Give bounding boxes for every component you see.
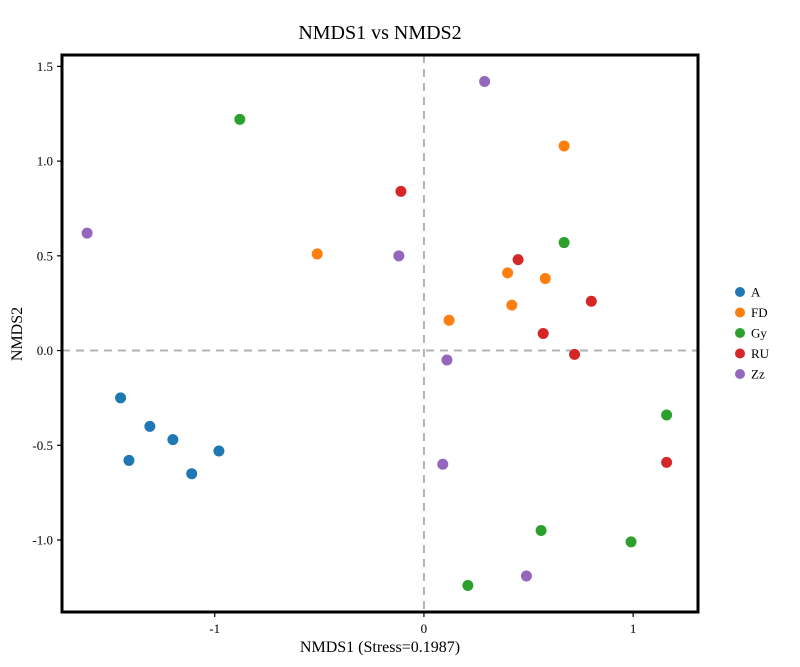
data-point-gy: [462, 579, 474, 591]
plot-frame: [60, 53, 700, 614]
data-point-a: [186, 468, 198, 480]
y-tick-label: -0.5: [32, 438, 53, 453]
x-tick-label: 1: [630, 621, 637, 636]
data-point-fd: [558, 140, 570, 152]
legend-label-fd: FD: [751, 305, 768, 320]
legend-marker-fd: [735, 307, 745, 318]
data-point-zz: [520, 570, 532, 582]
legend-marker-zz: [735, 369, 745, 379]
data-point-ru: [585, 295, 597, 307]
data-point-zz: [441, 354, 453, 366]
y-tick-label: 1.0: [37, 154, 53, 169]
x-tick-label: -1: [209, 621, 220, 636]
data-point-gy: [535, 525, 547, 537]
data-point-zz: [81, 227, 93, 239]
data-point-a: [144, 420, 156, 432]
data-point-fd: [506, 299, 518, 311]
x-axis-title: NMDS1 (Stress=0.1987): [300, 639, 460, 656]
data-point-zz: [437, 458, 449, 470]
data-point-zz: [393, 250, 405, 262]
data-point-fd: [311, 248, 323, 260]
data-point-ru: [569, 348, 581, 360]
scatter-points: [81, 76, 673, 591]
y-tick-label: 1.5: [37, 59, 53, 74]
data-point-a: [167, 434, 179, 446]
y-tick-label: 0.0: [37, 343, 53, 358]
data-point-fd: [502, 267, 514, 279]
legend-label-zz: Zz: [751, 367, 765, 382]
y-tick-label: 0.5: [37, 248, 53, 263]
y-tick-label: -1.0: [32, 533, 53, 548]
legend-marker-a: [735, 287, 745, 297]
legend-marker-ru: [735, 348, 745, 359]
data-point-gy: [558, 237, 570, 249]
legend: A FD Gy RU Zz: [735, 285, 770, 382]
data-point-ru: [537, 328, 549, 339]
y-axis-title: NMDS2: [9, 307, 26, 361]
data-point-a: [123, 454, 135, 466]
data-point-a: [115, 392, 127, 404]
data-point-ru: [661, 456, 673, 468]
legend-label-ru: RU: [751, 346, 770, 361]
data-point-fd: [539, 273, 551, 285]
legend-label-gy: Gy: [751, 326, 767, 341]
reference-lines: [62, 55, 698, 612]
data-point-zz: [479, 76, 491, 88]
data-point-gy: [234, 113, 246, 125]
legend-marker-gy: [735, 328, 745, 338]
data-point-gy: [661, 409, 673, 421]
chart-title: NMDS1 vs NMDS2: [298, 22, 461, 44]
x-tick-label: 0: [421, 621, 428, 636]
axis-ticks: -1 0 1 1.5 1.0 0.5 0.0 -0.5 -1.0: [32, 59, 636, 636]
data-point-fd: [443, 314, 455, 326]
data-point-a: [213, 445, 225, 457]
data-point-ru: [395, 185, 407, 197]
data-point-gy: [625, 536, 637, 548]
data-point-ru: [512, 254, 524, 266]
legend-label-a: A: [751, 285, 761, 300]
